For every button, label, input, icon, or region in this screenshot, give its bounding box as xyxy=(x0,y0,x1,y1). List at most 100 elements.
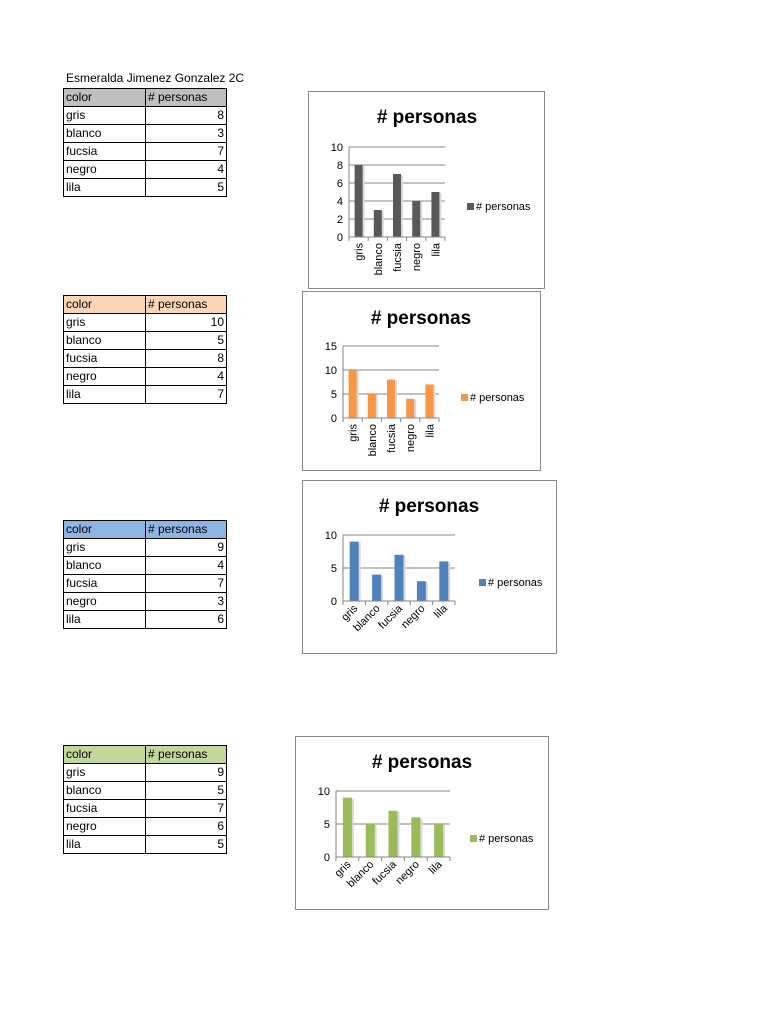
bar-blanco xyxy=(365,824,375,857)
cell-value: 3 xyxy=(145,124,227,143)
cell-value: 8 xyxy=(145,106,227,125)
cell-value: 4 xyxy=(145,160,227,179)
table-row: lila 5 xyxy=(63,835,227,854)
cell-color: lila xyxy=(63,385,146,404)
chart-box-4: # personas 0 5 10 gris blanco fucsia negro lila #… xyxy=(295,736,549,910)
header-color: color xyxy=(63,88,146,107)
chart-title: # personas xyxy=(372,752,472,773)
cell-color: negro xyxy=(63,817,146,836)
table-header-row: color # personas xyxy=(63,88,227,107)
cell-color: gris xyxy=(63,538,146,557)
table-row: blanco 4 xyxy=(63,556,227,575)
cell-value: 9 xyxy=(145,763,227,782)
x-tick-label: fucsia xyxy=(376,602,405,631)
legend-label: # personas xyxy=(488,577,543,589)
bar-fucsia xyxy=(394,554,404,601)
cell-value: 5 xyxy=(145,781,227,800)
y-tick-label: 2 xyxy=(337,214,343,226)
cell-color: fucsia xyxy=(63,349,146,368)
legend-label: # personas xyxy=(470,392,525,404)
bar-blanco xyxy=(372,574,382,601)
header-personas: # personas xyxy=(145,745,227,764)
y-tick-label: 0 xyxy=(331,413,337,425)
cell-value: 7 xyxy=(145,385,227,404)
y-tick-label: 5 xyxy=(331,563,337,575)
bar-gris xyxy=(354,165,363,237)
legend-swatch xyxy=(461,394,468,401)
table-header-row: color # personas xyxy=(63,520,227,539)
x-tick-label: gris xyxy=(348,424,360,442)
cell-color: blanco xyxy=(63,556,146,575)
y-tick-label: 0 xyxy=(337,232,343,244)
chart-title: # personas xyxy=(377,107,477,128)
cell-value: 5 xyxy=(145,835,227,854)
legend-swatch xyxy=(470,835,477,842)
bar-negro xyxy=(406,398,415,418)
x-tick-label: lila xyxy=(430,242,442,256)
x-tick-label: lila xyxy=(427,858,446,877)
legend-swatch xyxy=(467,203,474,210)
y-tick-label: 10 xyxy=(325,365,337,377)
y-tick-label: 4 xyxy=(337,196,343,208)
bar-fucsia xyxy=(387,379,395,418)
chart-box-3: # personas 0 5 10 gris blanco fucsia negro lila #… xyxy=(302,480,557,654)
table-row: negro 6 xyxy=(63,817,227,836)
table-row: gris 10 xyxy=(63,313,227,332)
x-tick-label: blanco xyxy=(373,243,385,275)
table-row: blanco 5 xyxy=(63,331,227,350)
table-row: fucsia 8 xyxy=(63,349,227,368)
bar-negro xyxy=(416,581,426,601)
legend-label: # personas xyxy=(476,201,531,213)
chart-title: # personas xyxy=(371,308,471,329)
cell-value: 8 xyxy=(145,349,227,368)
bar-negro xyxy=(411,817,421,857)
author-name: Esmeralda Jimenez Gonzalez 2C xyxy=(66,71,245,85)
cell-color: blanco xyxy=(63,331,146,350)
x-tick-label: fucsia xyxy=(392,242,404,272)
x-tick-label: blanco xyxy=(367,424,379,456)
table-row: negro 4 xyxy=(63,160,227,179)
y-tick-label: 10 xyxy=(325,530,337,542)
cell-color: negro xyxy=(63,160,146,179)
y-tick-label: 8 xyxy=(337,160,343,172)
data-table-3: color # personas gris 9 blanco 4 fucsia 7 n… xyxy=(63,520,227,629)
cell-value: 5 xyxy=(145,331,227,350)
y-tick-label: 10 xyxy=(331,142,343,154)
chart-box-2: # personas 0 5 10 15 gris blanco fucsia negro lil… xyxy=(302,291,541,471)
cell-value: 7 xyxy=(145,142,227,161)
legend-swatch xyxy=(479,579,486,586)
header-personas: # personas xyxy=(145,88,227,107)
x-tick-label: fucsia xyxy=(370,858,399,887)
bar-chart-2: # personas 0 5 10 15 gris blanco fucsia negro lil… xyxy=(325,308,525,456)
cell-value: 3 xyxy=(145,592,227,611)
bar-lila xyxy=(431,192,440,237)
cell-value: 7 xyxy=(145,799,227,818)
table-row: fucsia 7 xyxy=(63,799,227,818)
cell-color: lila xyxy=(63,835,146,854)
bar-lila xyxy=(425,384,434,418)
table-row: blanco 5 xyxy=(63,781,227,800)
y-tick-label: 15 xyxy=(325,341,337,353)
cell-value: 4 xyxy=(145,556,227,575)
y-tick-label: 5 xyxy=(331,389,337,401)
table-row: gris 9 xyxy=(63,538,227,557)
header-personas: # personas xyxy=(145,520,227,539)
cell-value: 5 xyxy=(145,178,227,197)
bar-chart-1: # personas 0 2 4 6 8 10 gris blanco fucsia negro li… xyxy=(331,107,531,275)
bar-lila xyxy=(439,561,449,601)
table-row: negro 4 xyxy=(63,367,227,386)
data-table-2: color # personas gris 10 blanco 5 fucsia 8 … xyxy=(63,295,227,404)
y-tick-label: 10 xyxy=(318,786,330,798)
bar-gris xyxy=(342,797,352,857)
cell-color: fucsia xyxy=(63,799,146,818)
x-tick-label: negro xyxy=(399,603,427,631)
x-tick-label: fucsia xyxy=(386,423,398,453)
table-row: gris 8 xyxy=(63,106,227,125)
chart-title: # personas xyxy=(379,496,479,517)
cell-color: gris xyxy=(63,763,146,782)
table-row: gris 9 xyxy=(63,763,227,782)
bar-fucsia xyxy=(388,810,398,857)
table-row: lila 7 xyxy=(63,385,227,404)
x-tick-label: negro xyxy=(394,859,422,887)
